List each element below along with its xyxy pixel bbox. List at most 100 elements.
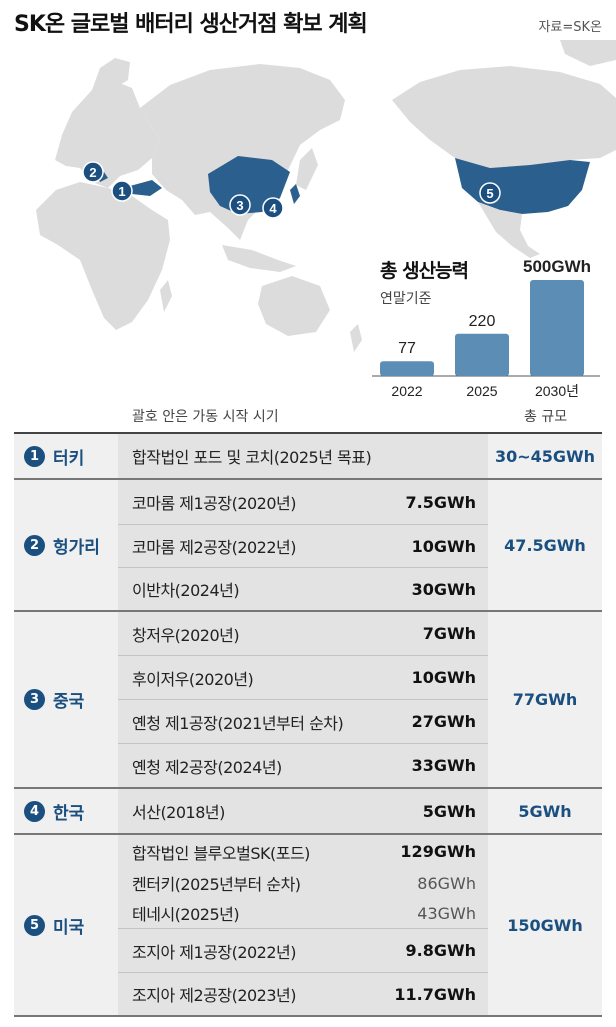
country-name: 터키: [53, 448, 85, 469]
plant-capacity: 7.5GWh: [405, 492, 476, 512]
plant-row: 서산(2018년) 5GWh: [118, 789, 488, 833]
country-group: 3 중국 창저우(2020년) 7GWh 후이저우(2020년) 10GWh 옌청 제1공장…: [14, 612, 602, 789]
chart-title: 총 생산능력: [380, 260, 469, 282]
plant-row: 코마롬 제1공장(2020년) 7.5GWh: [118, 480, 488, 525]
chart-subtitle: 연말기준: [380, 291, 432, 307]
plant-row: 코마롬 제2공장(2022년) 10GWh: [118, 525, 488, 568]
plant-name: 서산(2018년): [132, 803, 225, 822]
column-header-period: 괄호 안은 가동 시작 시기: [132, 409, 279, 425]
plant-row: 조지아 제1공장(2022년) 9.8GWh: [118, 929, 488, 973]
bar-value-label: 500GWh: [523, 257, 591, 276]
plant-capacity: 5GWh: [422, 801, 476, 821]
plant-name: 창저우(2020년): [132, 625, 240, 645]
country-number-badge: 2: [24, 534, 45, 556]
country-group: 5 미국 합작법인 블루오벌SK(포드) 129GWh 켄터키(2025년부터 순차) 8…: [14, 835, 602, 1017]
svg-text:4: 4: [269, 201, 277, 216]
bar-2025: [455, 333, 509, 376]
plant-row: 테네시(2025년) 43GWh: [118, 898, 488, 929]
country-cell: 5 미국: [14, 835, 118, 1015]
map-scandinavia: [92, 58, 130, 90]
svg-text:2: 2: [89, 165, 96, 180]
plant-capacity: 86GWh: [417, 873, 476, 893]
plant-capacity: 30GWh: [411, 579, 476, 599]
plant-capacity: 43GWh: [417, 903, 476, 923]
plant-table: 1 터키 합작법인 포드 및 코치(2025년 목표) 30~45GWh 2 헝가리 코마롬…: [14, 432, 602, 1017]
map-usa: [455, 158, 590, 214]
bar-value-label: 220: [469, 313, 496, 330]
map-north-america-north: [392, 66, 616, 168]
plant-row: 조지아 제2공장(2023년) 11.7GWh: [118, 973, 488, 1015]
map-marker-1: 1: [111, 180, 133, 202]
page-title: SK온 글로벌 배터리 생산거점 확보 계획: [14, 12, 368, 37]
country-group: 2 헝가리 코마롬 제1공장(2020년) 7.5GWh 코마롬 제2공장(2022년)…: [14, 480, 602, 612]
plant-row: 옌청 제2공장(2024년) 33GWh: [118, 744, 488, 787]
map-asia: [140, 64, 345, 240]
plant-capacity: 7GWh: [422, 624, 476, 643]
plant-capacity: 9.8GWh: [405, 941, 476, 960]
country-number-badge: 1: [24, 445, 45, 467]
country-name: 중국: [53, 692, 85, 712]
country-cell: 3 중국: [14, 612, 118, 787]
map-marker-2: 2: [82, 161, 104, 183]
country-total: 5GWh: [488, 789, 602, 833]
x-tick-label: 2025: [466, 383, 497, 399]
plant-capacity: 10GWh: [411, 536, 476, 556]
country-group: 1 터키 합작법인 포드 및 코치(2025년 목표) 30~45GWh: [14, 434, 602, 480]
map-marker-5: 5: [479, 182, 501, 204]
plant-row: 옌청 제1공장(2021년부터 순차) 27GWh: [118, 700, 488, 744]
plant-row: 켄터키(2025년부터 순차) 86GWh: [118, 868, 488, 898]
country-group: 4 한국 서산(2018년) 5GWh 5GWh: [14, 789, 602, 835]
plant-name: 옌청 제1공장(2021년부터 순차): [132, 713, 344, 733]
country-cell: 4 한국: [14, 789, 118, 833]
x-tick-label: 2022: [391, 383, 422, 399]
country-cell: 1 터키: [14, 434, 118, 478]
plant-name: 후이저우(2020년): [132, 669, 254, 689]
plant-capacity: 129GWh: [400, 842, 476, 861]
plant-list: 서산(2018년) 5GWh: [118, 789, 488, 833]
map-australia: [258, 276, 330, 336]
plant-name: 코마롬 제2공장(2022년): [132, 538, 297, 557]
plant-list: 합작법인 블루오벌SK(포드) 129GWh 켄터키(2025년부터 순차) 86GW…: [118, 835, 488, 1015]
plant-name: 켄터키(2025년부터 순차): [132, 875, 301, 894]
x-tick-label: 2030년: [535, 383, 579, 399]
source-label: 자료=SK온: [538, 20, 602, 35]
map-greenland: [560, 40, 616, 66]
plant-row: 창저우(2020년) 7GWh: [118, 612, 488, 656]
plant-name: 이반차(2024년): [132, 581, 240, 600]
plant-name: 합작법인 블루오벌SK(포드): [132, 843, 310, 863]
svg-text:5: 5: [486, 186, 493, 201]
country-name: 한국: [53, 803, 85, 824]
bar-value-label: 77: [398, 340, 416, 357]
plant-row: 이반차(2024년) 30GWh: [118, 568, 488, 610]
map-korea: [290, 184, 300, 204]
svg-text:1: 1: [118, 184, 125, 199]
map-japan: [296, 148, 318, 190]
svg-text:3: 3: [236, 198, 243, 213]
country-cell: 2 헝가리: [14, 480, 118, 610]
map-turkey: [130, 180, 162, 196]
map-mexico: [478, 202, 540, 258]
column-header-total: 총 규모: [524, 409, 568, 425]
plant-list: 합작법인 포드 및 코치(2025년 목표): [118, 434, 488, 478]
plant-list: 창저우(2020년) 7GWh 후이저우(2020년) 10GWh 옌청 제1공장(20…: [118, 612, 488, 787]
country-name: 헝가리: [53, 537, 100, 558]
plant-capacity: 11.7GWh: [394, 984, 476, 1004]
bar-2030년: [530, 280, 584, 376]
plant-capacity: 27GWh: [411, 712, 476, 731]
plant-capacity: 10GWh: [411, 668, 476, 687]
map-europe: [55, 80, 160, 188]
country-name: 미국: [53, 917, 85, 938]
plant-row: 합작법인 블루오벌SK(포드) 129GWh: [118, 835, 488, 868]
plant-name: 조지아 제2공장(2023년): [132, 986, 297, 1005]
country-total: 30~45GWh: [488, 434, 602, 478]
country-total: 47.5GWh: [488, 480, 602, 610]
country-number-badge: 3: [24, 689, 45, 710]
map-africa: [36, 182, 170, 330]
plant-name: 조지아 제1공장(2022년): [132, 942, 297, 962]
map-indonesia: [222, 245, 296, 272]
plant-capacity: 33GWh: [411, 756, 476, 775]
world-map: 1 2 3 4 5: [36, 40, 616, 352]
plant-row: 후이저우(2020년) 10GWh: [118, 656, 488, 700]
plant-name: 옌청 제2공장(2024년): [132, 757, 282, 777]
plant-row: 합작법인 포드 및 코치(2025년 목표): [118, 434, 488, 478]
